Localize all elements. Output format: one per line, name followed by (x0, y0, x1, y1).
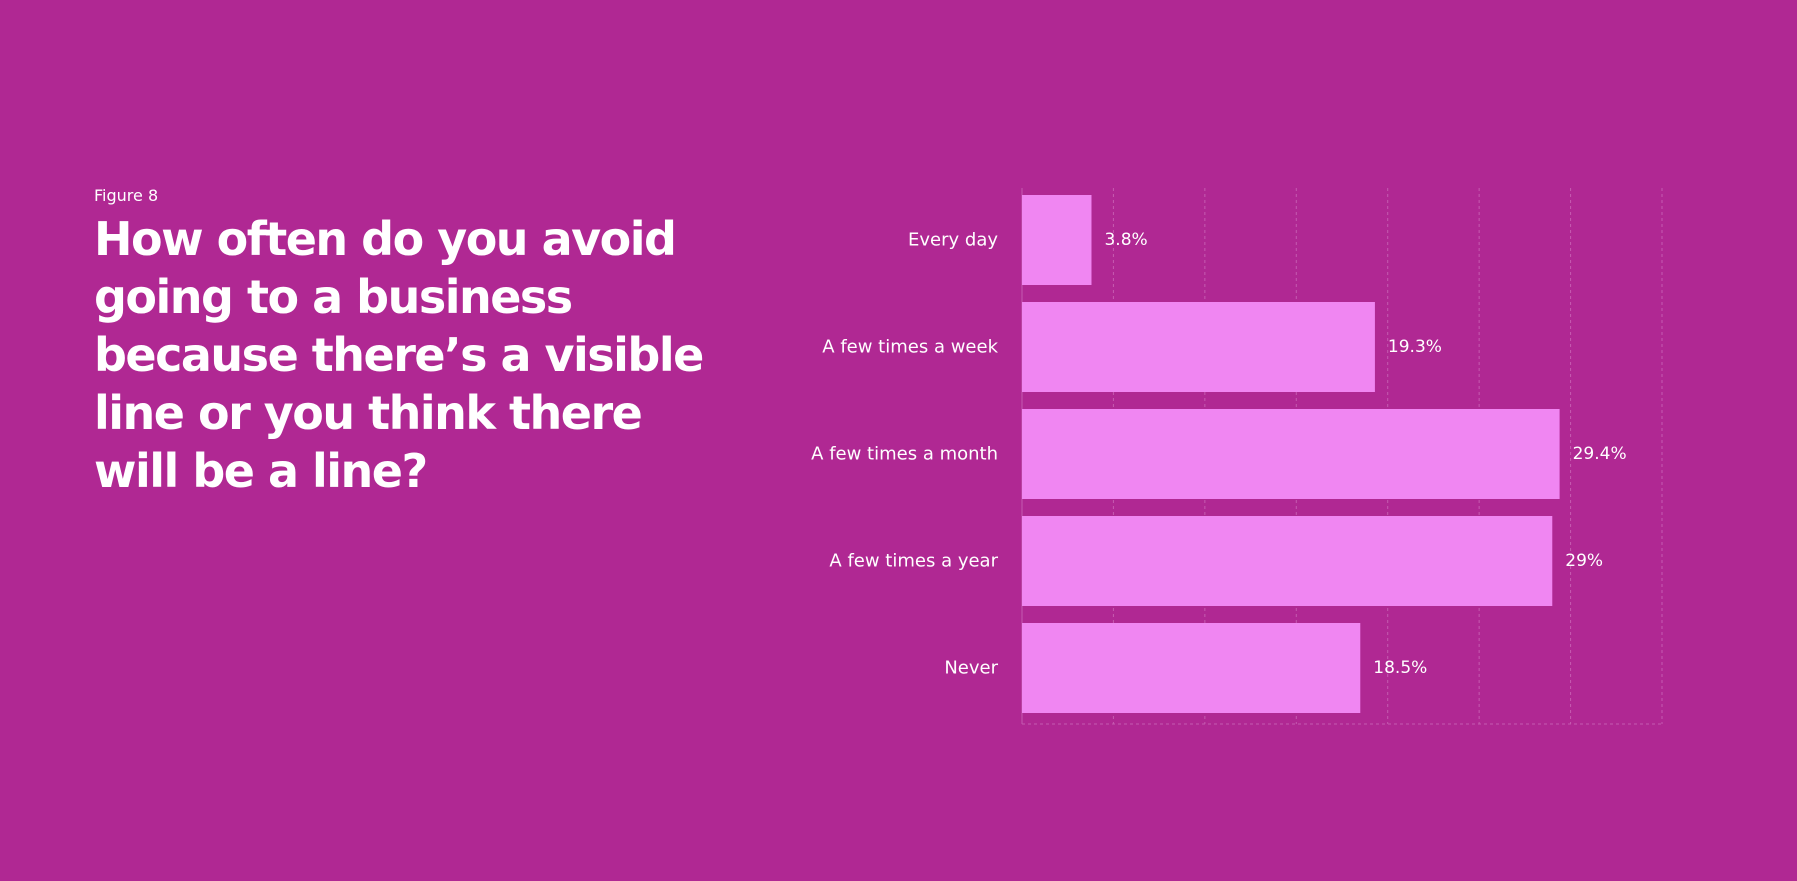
value-label: 3.8% (1104, 230, 1147, 250)
bar (1022, 623, 1361, 713)
value-label: 18.5% (1373, 658, 1427, 678)
value-label: 29.4% (1573, 444, 1627, 464)
bar-chart: Every day 3.8% A few times a week 19.3% A fe… (811, 188, 1663, 725)
category-label: A few times a month (811, 444, 998, 465)
value-label: 29% (1565, 551, 1603, 571)
bar (1022, 409, 1560, 499)
label-layer: Every day 3.8% A few times a week 19.3% A fe… (811, 230, 1626, 679)
bar (1022, 302, 1375, 392)
category-label: A few times a week (822, 337, 998, 358)
category-label: A few times a year (829, 551, 998, 572)
category-label: Every day (908, 230, 998, 251)
bar-layer (1022, 195, 1560, 713)
bar (1022, 195, 1092, 285)
bar (1022, 516, 1553, 606)
figure-label: Figure 8 (94, 186, 159, 205)
value-label: 19.3% (1388, 337, 1442, 357)
category-label: Never (944, 658, 998, 679)
chart-title: How often do you avoid going to a busine… (94, 212, 704, 498)
